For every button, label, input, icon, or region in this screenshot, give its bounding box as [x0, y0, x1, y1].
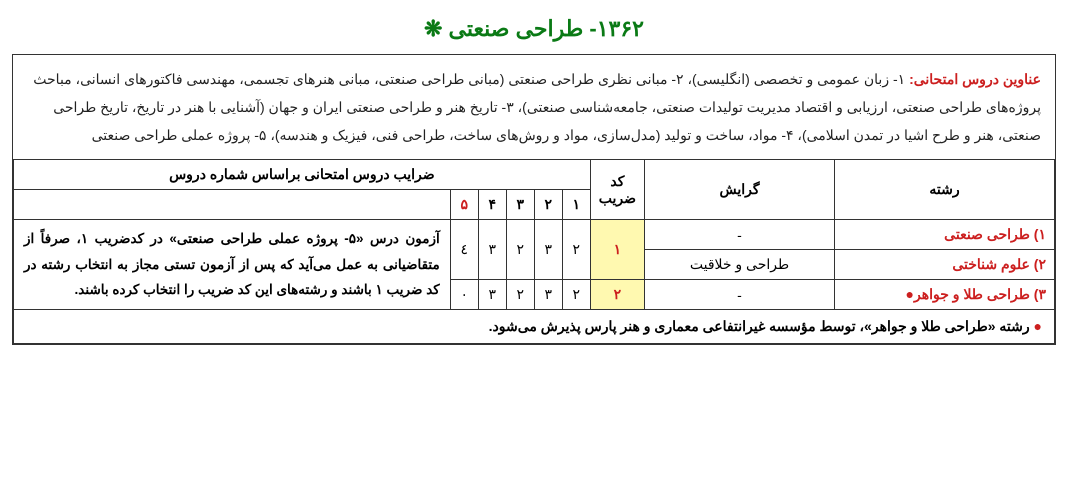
- code-2: ۲: [590, 280, 644, 310]
- val-a5: ٤: [450, 220, 478, 280]
- content-box: عناوین دروس امتحانی: ۱- زبان عمومی و تخص…: [12, 54, 1056, 345]
- row-name: طراحی صنعتی: [944, 226, 1034, 242]
- val-a3: ۲: [506, 220, 534, 280]
- row1-gerayesh: -: [645, 220, 835, 250]
- col-note: [14, 190, 451, 220]
- row3-name: ۳) طراحی طلا و جواهر●: [835, 280, 1055, 310]
- coefficients-table: رشته گرایش کد ضریب ضرایب دروس امتحانی بر…: [13, 159, 1055, 344]
- val-b4: ۳: [478, 280, 506, 310]
- footer-text: رشته «طراحی طلا و جواهر»، توسط مؤسسه غیر…: [489, 318, 1034, 334]
- code-1: ۱: [590, 220, 644, 280]
- header-coeffs: ضرایب دروس امتحانی براساس شماره دروس: [14, 160, 591, 190]
- row-index: ۳): [1034, 286, 1046, 302]
- col-4: ۴: [478, 190, 506, 220]
- row-index: ۱): [1034, 226, 1046, 242]
- val-b3: ۲: [506, 280, 534, 310]
- col-1: ۱: [562, 190, 590, 220]
- row2-name: ۲) علوم شناختی: [835, 250, 1055, 280]
- header-reshteh: رشته: [835, 160, 1055, 220]
- footer-dot-icon: ●: [1034, 318, 1042, 334]
- col-5: ۵: [450, 190, 478, 220]
- page-title: ۱۳۶۲- طراحی صنعتی ❋: [12, 16, 1056, 42]
- row-name: علوم شناختی: [952, 256, 1033, 272]
- val-a2: ۳: [534, 220, 562, 280]
- row-index: ۲): [1034, 256, 1046, 272]
- val-b2: ۳: [534, 280, 562, 310]
- table-row: ۱) طراحی صنعتی - ۱ ۲ ۳ ۲ ۳ ٤ آزمون درس «…: [14, 220, 1055, 250]
- subjects-body: ۱- زبان عمومی و تخصصی (انگلیسی)، ۲- مبان…: [33, 71, 1041, 143]
- col-3: ۳: [506, 190, 534, 220]
- val-b5: ۰: [450, 280, 478, 310]
- val-a4: ۳: [478, 220, 506, 280]
- note-cell: آزمون درس «۵- پروژه عملی طراحی صنعتی» در…: [14, 220, 451, 310]
- footer-row: ● رشته «طراحی طلا و جواهر»، توسط مؤسسه غ…: [14, 310, 1055, 344]
- header-gerayesh: گرایش: [645, 160, 835, 220]
- col-2: ۲: [534, 190, 562, 220]
- row3-dot-icon: ●: [906, 286, 914, 302]
- val-a1: ۲: [562, 220, 590, 280]
- subjects-paragraph: عناوین دروس امتحانی: ۱- زبان عمومی و تخص…: [13, 55, 1055, 159]
- footer-note: ● رشته «طراحی طلا و جواهر»، توسط مؤسسه غ…: [14, 310, 1055, 344]
- row2-gerayesh: طراحی و خلاقیت: [645, 250, 835, 280]
- row1-name: ۱) طراحی صنعتی: [835, 220, 1055, 250]
- header-code: کد ضریب: [590, 160, 644, 220]
- row3-gerayesh: -: [645, 280, 835, 310]
- val-b1: ۲: [562, 280, 590, 310]
- subjects-lead: عناوین دروس امتحانی:: [909, 71, 1041, 87]
- row-name: طراحی طلا و جواهر: [914, 286, 1034, 302]
